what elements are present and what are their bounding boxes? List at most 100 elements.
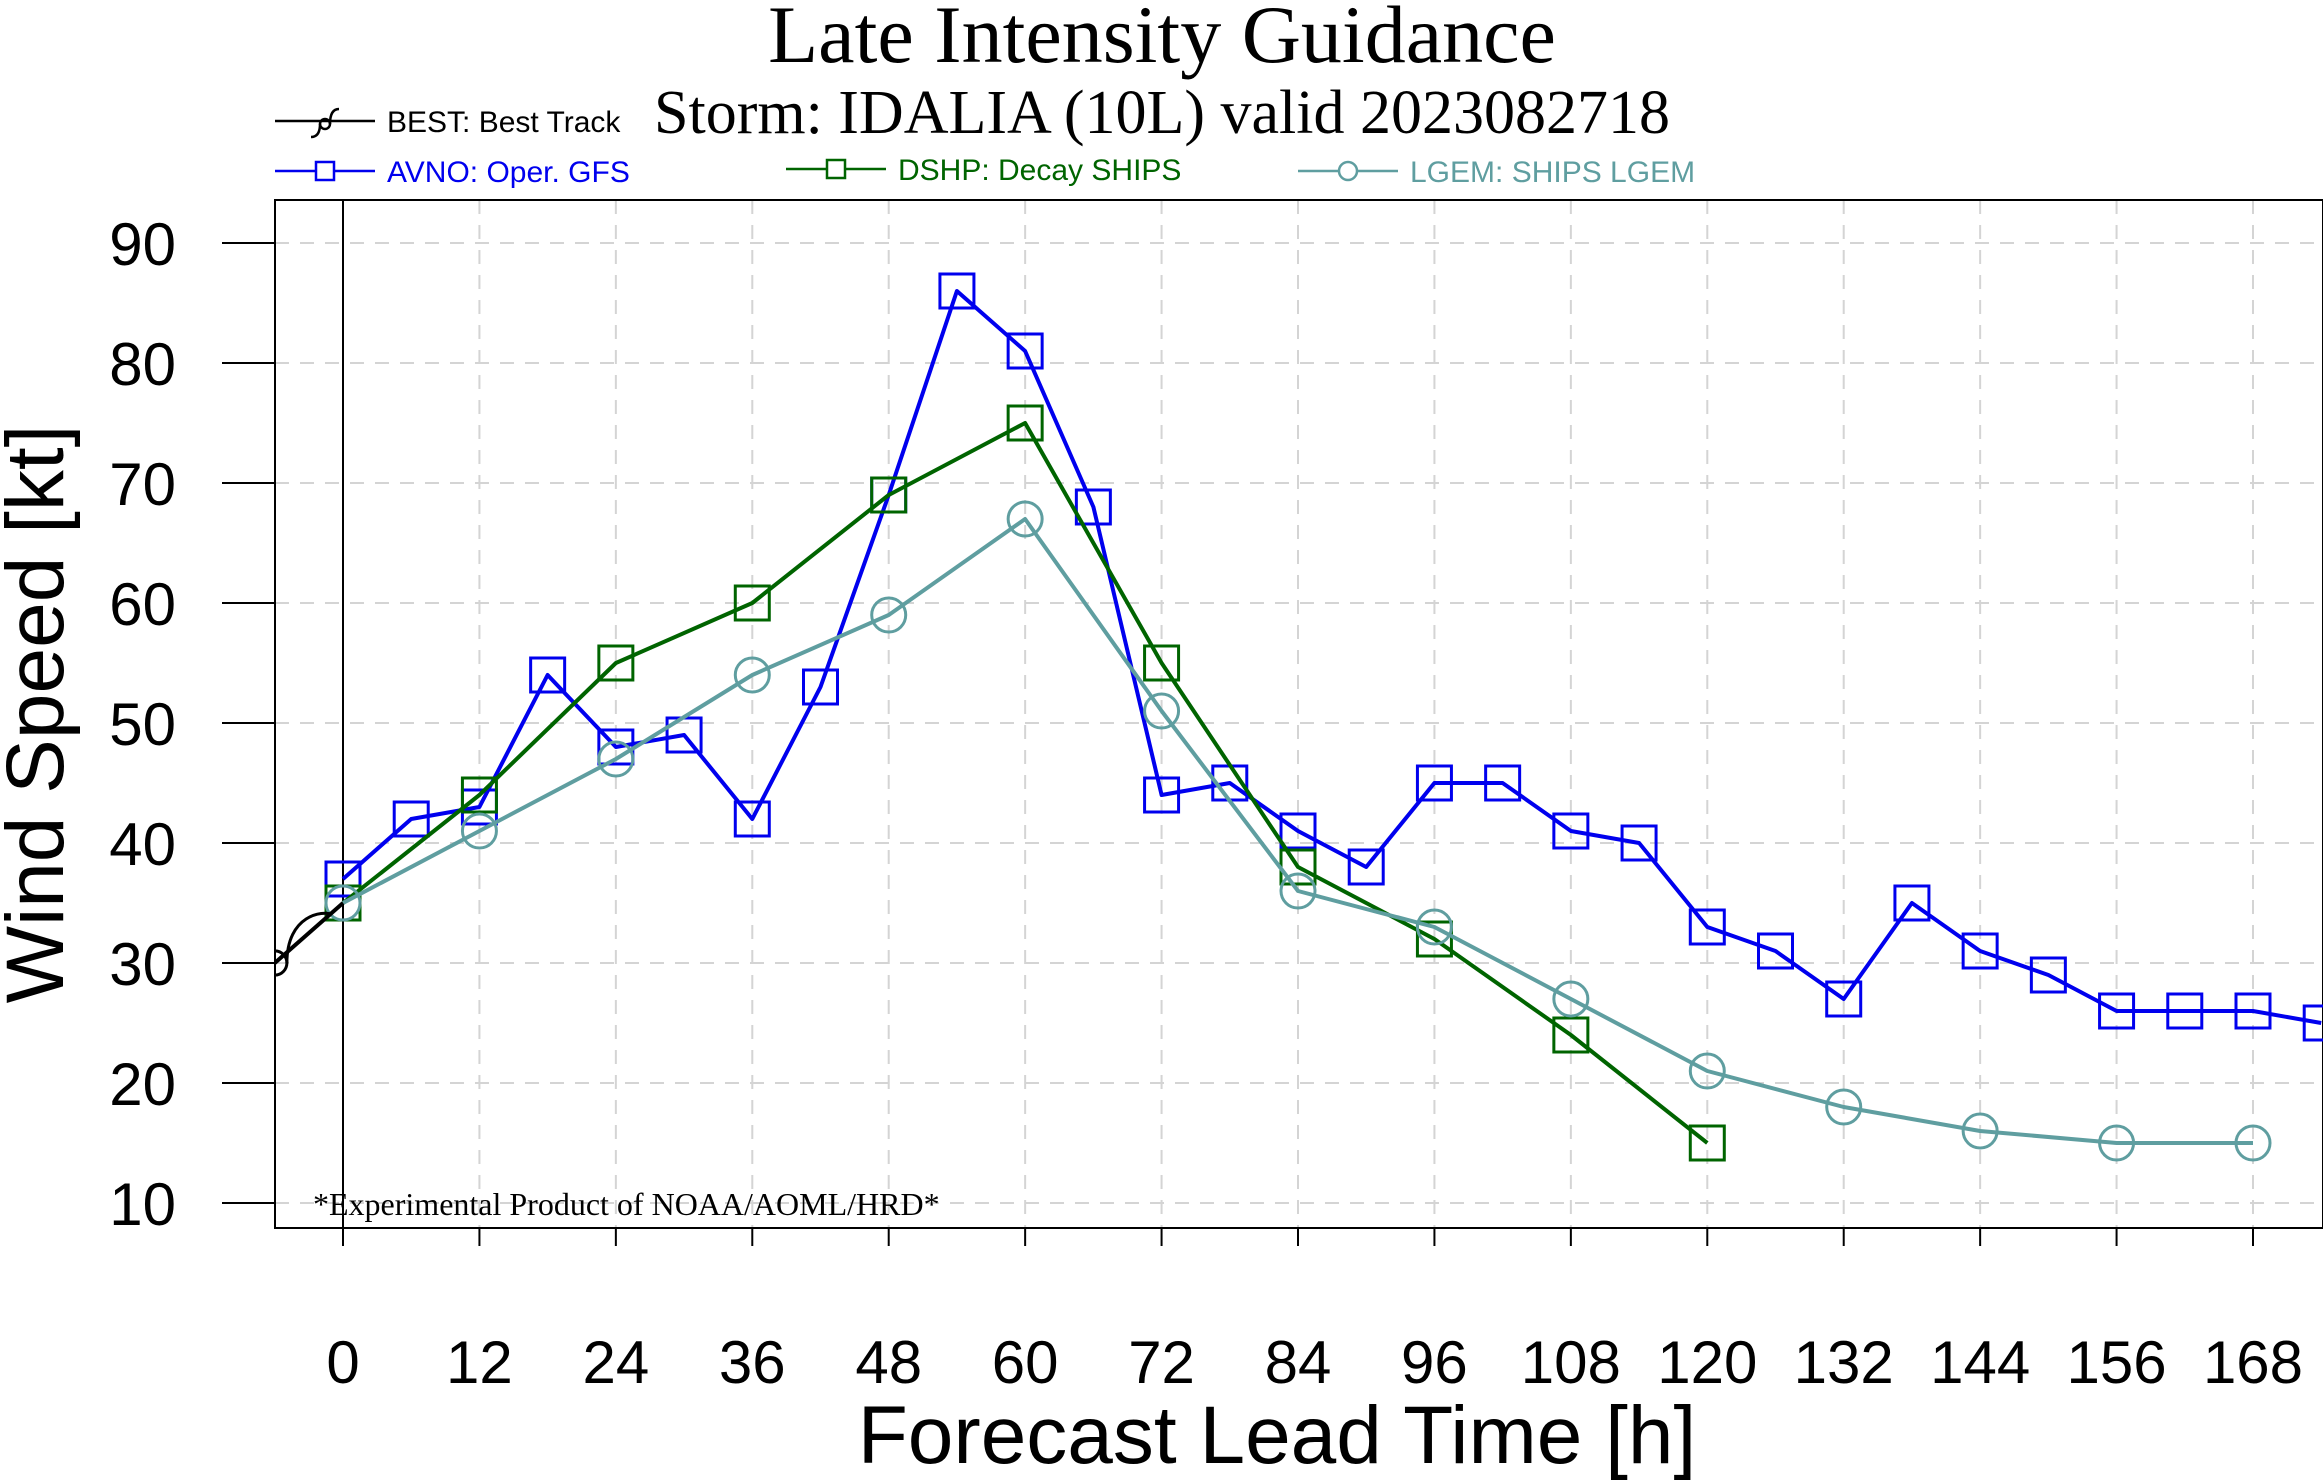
- legend-label: AVNO: Oper. GFS: [387, 156, 630, 189]
- x-tick-label: 108: [1521, 1329, 1621, 1396]
- data-point-square: [324, 860, 362, 898]
- y-tick-label: 20: [109, 1051, 176, 1118]
- series-line: [341, 421, 1709, 1145]
- legend-item: LGEM: SHIPS LGEM: [1298, 156, 1695, 189]
- data-point-circle: [1961, 1112, 1999, 1150]
- legend-item: BEST: Best Track: [275, 106, 621, 139]
- data-point-square: [2166, 992, 2204, 1030]
- x-tick-label: 84: [1265, 1329, 1332, 1396]
- legend: BEST: Best Track AVNO: Oper. GFS DSHP: Dec…: [275, 106, 1695, 189]
- y-tick-label: 60: [109, 571, 176, 638]
- x-tick-label: 24: [582, 1329, 649, 1396]
- data-point-square: [938, 272, 976, 310]
- series-line: [341, 289, 2322, 1025]
- data-point-square: [1006, 404, 1044, 442]
- series-layer: [275, 272, 2323, 1162]
- data-point-square: [1143, 644, 1181, 682]
- data-point-circle: [733, 656, 771, 694]
- chart-subtitle: Storm: IDALIA (10L) valid 2023082718: [654, 79, 1670, 147]
- data-point-square: [870, 476, 908, 514]
- series-avno: [324, 272, 2323, 1042]
- data-point-square: [1552, 1016, 1590, 1054]
- data-point-square: [1143, 776, 1181, 814]
- data-point-circle: [870, 596, 908, 634]
- data-point-square: [1415, 920, 1453, 958]
- x-tick-label: 60: [992, 1329, 1059, 1396]
- series-best: [275, 901, 345, 977]
- x-axis: 0 12 24 36 48 60 72 84 96 108 120 132 144 156 168: [326, 1228, 2303, 1396]
- hurricane-symbol: [275, 911, 333, 977]
- data-point-square: [1074, 488, 1112, 526]
- plot-frame: [274, 199, 2323, 1229]
- x-axis-label: Forecast Lead Time [h]: [858, 1390, 1697, 1481]
- data-point-circle: [1143, 692, 1181, 730]
- data-point-square: [2098, 992, 2136, 1030]
- data-point-square: [529, 656, 567, 694]
- data-point-square: [2029, 956, 2067, 994]
- x-tick-label: 36: [719, 1329, 786, 1396]
- data-point-square: [2302, 1004, 2323, 1042]
- y-axis-label: Wind Speed [kt]: [0, 425, 81, 1004]
- data-point-circle: [324, 884, 362, 922]
- data-point-square: [1961, 932, 1999, 970]
- series-lgem: [324, 500, 2272, 1162]
- x-tick-label: 48: [855, 1329, 922, 1396]
- y-tick-label: 90: [109, 211, 176, 278]
- x-tick-label: 96: [1401, 1329, 1468, 1396]
- x-tick-label: 12: [446, 1329, 513, 1396]
- grid: [275, 200, 2323, 1228]
- data-point-square: [733, 584, 771, 622]
- data-point-square: [1347, 848, 1385, 886]
- data-point-circle: [1279, 872, 1317, 910]
- data-point-square: [1415, 764, 1453, 802]
- x-tick-label: 156: [2067, 1329, 2167, 1396]
- legend-label: DSHP: Decay SHIPS: [898, 154, 1181, 187]
- x-tick-label: 72: [1128, 1329, 1195, 1396]
- legend-marker: [314, 160, 336, 182]
- data-point-square: [1688, 1124, 1726, 1162]
- data-point-circle: [460, 812, 498, 850]
- legend-item: DSHP: Decay SHIPS: [786, 154, 1181, 187]
- x-tick-label: 0: [326, 1329, 359, 1396]
- data-point-square: [1484, 764, 1522, 802]
- legend-marker: [1337, 160, 1359, 182]
- data-point-square: [2234, 992, 2272, 1030]
- x-tick-label: 144: [1930, 1329, 2030, 1396]
- data-point-square: [1552, 812, 1590, 850]
- footnote: *Experimental Product of NOAA/AOML/HRD*: [313, 1186, 940, 1222]
- data-point-square: [1825, 980, 1863, 1018]
- data-point-square: [597, 644, 635, 682]
- series-line: [275, 901, 345, 965]
- data-point-circle: [2098, 1124, 2136, 1162]
- data-point-square: [460, 776, 498, 814]
- y-tick-label: 40: [109, 811, 176, 878]
- data-point-circle: [1006, 500, 1044, 538]
- y-tick-label: 70: [109, 451, 176, 518]
- legend-marker: [825, 158, 847, 180]
- data-point-square: [1757, 932, 1794, 970]
- data-point-circle: [2234, 1124, 2272, 1162]
- data-point-circle: [1825, 1088, 1863, 1126]
- x-tick-label: 120: [1657, 1329, 1757, 1396]
- series-line: [342, 517, 2253, 1145]
- chart-title: Late Intensity Guidance: [768, 0, 1556, 80]
- data-point-circle: [1688, 1052, 1726, 1090]
- data-point-square: [733, 800, 771, 838]
- y-tick-label: 50: [109, 691, 176, 758]
- legend-label: BEST: Best Track: [387, 106, 621, 139]
- series-dshp: [324, 404, 1726, 1162]
- data-point-circle: [597, 740, 635, 778]
- data-point-square: [1620, 824, 1658, 862]
- data-point-square: [1893, 884, 1931, 922]
- data-point-circle: [1415, 908, 1453, 946]
- y-tick-label: 80: [109, 331, 176, 398]
- data-point-circle: [1552, 980, 1590, 1018]
- y-axis: 10 20 30 40 50 60 70 80 90: [109, 211, 275, 1238]
- y-tick-label: 30: [109, 931, 176, 998]
- legend-item: AVNO: Oper. GFS: [275, 156, 630, 189]
- legend-label: LGEM: SHIPS LGEM: [1410, 156, 1695, 189]
- x-tick-label: 168: [2203, 1329, 2303, 1396]
- data-point-square: [1688, 908, 1726, 946]
- y-tick-label: 10: [109, 1171, 176, 1238]
